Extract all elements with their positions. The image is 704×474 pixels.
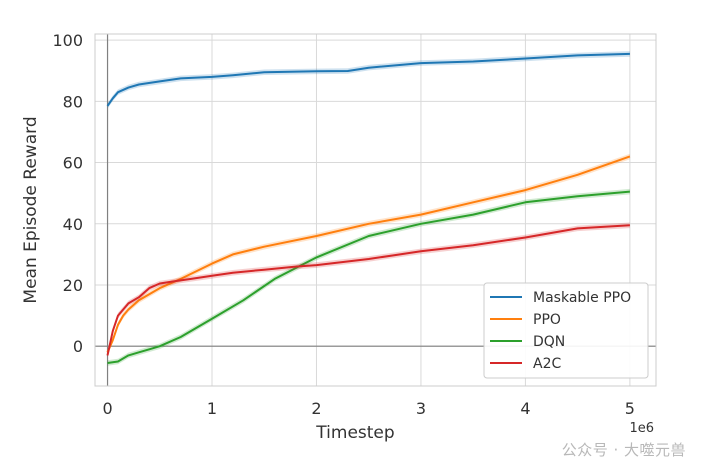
legend-label-2: DQN [533,334,565,350]
x-tick-label: 1 [207,399,217,418]
series-band-2 [107,188,630,366]
x-tick-label: 2 [311,399,321,418]
watermark: 公众号 · 大噬元兽 [561,441,686,459]
x-tick-label: 3 [416,399,426,418]
series-line-1 [106,155,631,353]
x-scale-label: 1e6 [629,421,654,436]
legend-label-1: PPO [533,312,561,328]
legend-box [483,282,649,379]
series-line-2 [107,190,630,364]
y-tick-label: 0 [73,337,83,356]
y-axis-label: Mean Episode Reward [21,116,41,303]
plot-frame [94,33,657,387]
series-line-3 [106,224,630,356]
x-tick-label: 0 [102,399,112,418]
series-line-0 [106,52,630,107]
y-tick-label: 60 [63,154,83,173]
legend-label-3: A2C [533,356,561,372]
y-tick-label: 20 [63,276,83,295]
x-tick-label: 5 [625,399,635,418]
y-tick-label: 80 [63,92,83,111]
legend-label-0: Maskable PPO [533,290,631,306]
x-axis-label: Timestep [315,423,394,443]
y-tick-label: 40 [63,215,83,234]
x-tick-label: 4 [520,399,530,418]
series-band-0 [107,51,630,109]
y-tick-label: 100 [52,31,83,50]
